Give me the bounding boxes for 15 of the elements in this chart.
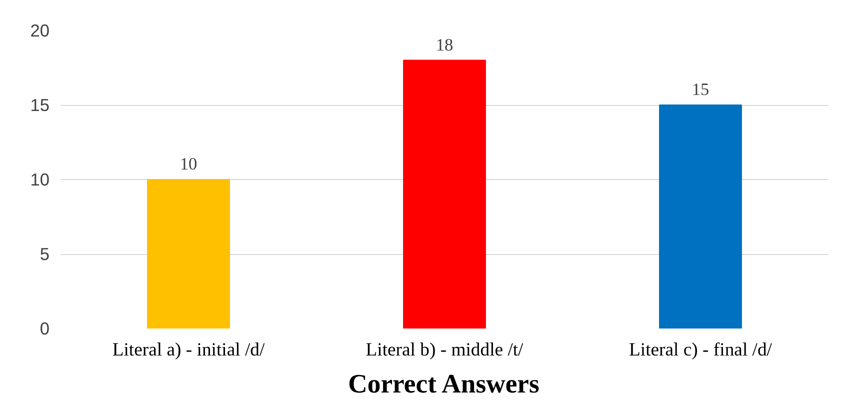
y-tick-label: 0 [40,318,50,338]
y-tick-label: 15 [30,95,50,115]
data-label: 10 [180,154,198,174]
x-tick-label: Literal c) - final /d/ [629,340,773,360]
bar [147,179,230,328]
y-tick-label: 5 [40,244,50,264]
x-tick-label: Literal b) - middle /t/ [366,340,524,360]
data-label: 18 [436,35,454,54]
data-label: 15 [692,80,710,99]
y-tick-label: 20 [30,20,50,40]
x-tick-label: Literal a) - initial /d/ [112,340,266,360]
bar [403,60,486,328]
y-tick-label: 10 [30,170,50,190]
bar [659,104,742,328]
x-axis-title: Correct Answers [348,368,540,398]
